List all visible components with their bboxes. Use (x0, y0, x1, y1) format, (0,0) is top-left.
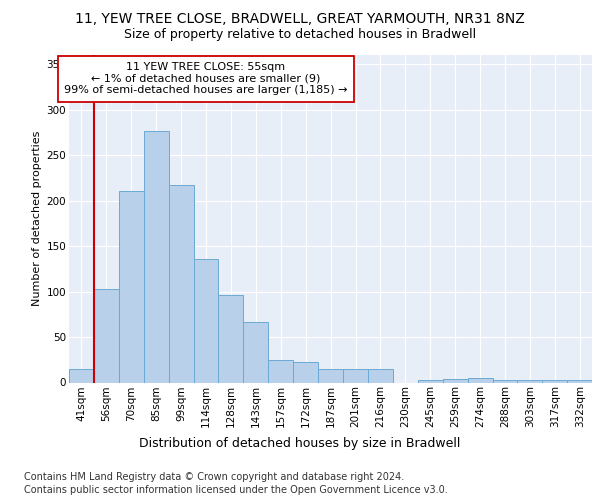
Bar (94, 289, 119, 382)
Y-axis label: Number of detached properties: Number of detached properties (32, 131, 43, 306)
Text: 11, YEW TREE CLOSE, BRADWELL, GREAT YARMOUTH, NR31 8NZ: 11, YEW TREE CLOSE, BRADWELL, GREAT YARM… (75, 12, 525, 26)
Bar (69, 369, 94, 382)
Bar (443, 379, 467, 382)
Bar (318, 369, 343, 382)
Text: Contains HM Land Registry data © Crown copyright and database right 2024.: Contains HM Land Registry data © Crown c… (24, 472, 404, 482)
Bar (144, 130, 169, 382)
Bar (119, 192, 144, 382)
Bar (169, 185, 194, 382)
Bar (567, 380, 592, 382)
Bar (493, 380, 517, 382)
Bar (517, 380, 542, 382)
Bar (343, 369, 368, 382)
Text: 11 YEW TREE CLOSE: 55sqm
← 1% of detached houses are smaller (9)
99% of semi-det: 11 YEW TREE CLOSE: 55sqm ← 1% of detache… (64, 62, 348, 96)
Bar (418, 380, 443, 382)
Bar (368, 369, 393, 382)
Bar (542, 380, 567, 382)
Text: Contains public sector information licensed under the Open Government Licence v3: Contains public sector information licen… (24, 485, 448, 495)
Bar (218, 295, 244, 382)
Bar (268, 360, 293, 382)
Bar (194, 259, 218, 382)
Text: Distribution of detached houses by size in Bradwell: Distribution of detached houses by size … (139, 438, 461, 450)
Text: Size of property relative to detached houses in Bradwell: Size of property relative to detached ho… (124, 28, 476, 41)
Bar (293, 362, 318, 382)
Bar (467, 378, 493, 382)
Bar (244, 322, 268, 382)
